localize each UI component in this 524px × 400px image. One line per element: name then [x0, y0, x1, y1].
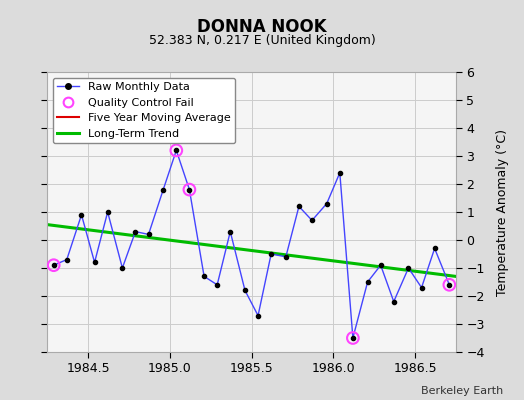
Legend: Raw Monthly Data, Quality Control Fail, Five Year Moving Average, Long-Term Tren: Raw Monthly Data, Quality Control Fail, …: [53, 78, 235, 143]
Y-axis label: Temperature Anomaly (°C): Temperature Anomaly (°C): [496, 128, 509, 296]
Point: [445, 282, 454, 288]
Point: [49, 262, 58, 268]
Point: [172, 147, 180, 154]
Point: [348, 335, 357, 341]
Point: [185, 186, 193, 193]
Text: 52.383 N, 0.217 E (United Kingdom): 52.383 N, 0.217 E (United Kingdom): [149, 34, 375, 47]
Text: DONNA NOOK: DONNA NOOK: [197, 18, 327, 36]
Text: Berkeley Earth: Berkeley Earth: [421, 386, 503, 396]
